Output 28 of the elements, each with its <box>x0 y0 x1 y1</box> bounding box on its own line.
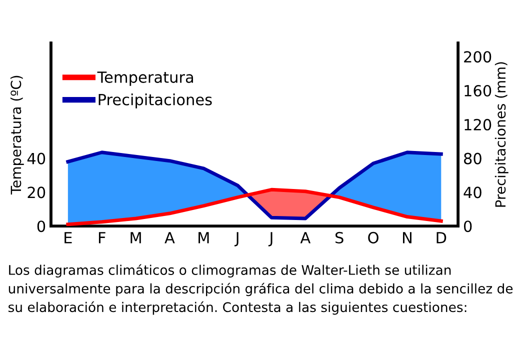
y2-tick-label: 120 <box>464 118 492 130</box>
y-tick-label: 40 <box>27 152 46 164</box>
x-tick-label: D <box>436 232 446 244</box>
x-tick-label: A <box>164 232 175 244</box>
line-series <box>66 150 443 220</box>
legend-label: Precipitaciones <box>98 94 212 108</box>
y2-tick-label: 80 <box>464 152 482 164</box>
x-tick-label: M <box>130 232 141 244</box>
y2-tick-label: 160 <box>464 84 492 97</box>
line-series <box>66 188 443 226</box>
x-tick-label: S <box>336 232 344 244</box>
y2-tick-label: 40 <box>464 186 482 198</box>
y2-axis-title: Precipitaciones (mm) <box>494 62 508 207</box>
x-tick-label: A <box>300 232 311 244</box>
y-axis-title: Temperatura (ºC) <box>10 76 24 194</box>
text: Los diagramas climáticos o climogramas de Walter-Lieth se utilizan universalmente para la descripción gráfica del clima debido a la sencillez de su elaboración e interpretación. Contesta a las siguientes cuestiones: <box>8 264 513 315</box>
x-tick-label: E <box>64 232 72 244</box>
x-tick-label: M <box>198 232 209 244</box>
y2-tick-label: 0 <box>464 220 472 232</box>
x-tick-label: J <box>234 232 238 246</box>
x-tick-label: O <box>368 232 378 244</box>
y-tick-label: 0 <box>37 220 46 232</box>
legend-label: Temperatura <box>97 72 193 86</box>
x-tick-label: F <box>98 232 106 244</box>
x-tick-label: N <box>403 232 412 244</box>
y2-tick-label: 200 <box>464 51 492 63</box>
x-tick-label: J <box>268 232 272 246</box>
y-tick-label: 20 <box>28 186 46 198</box>
